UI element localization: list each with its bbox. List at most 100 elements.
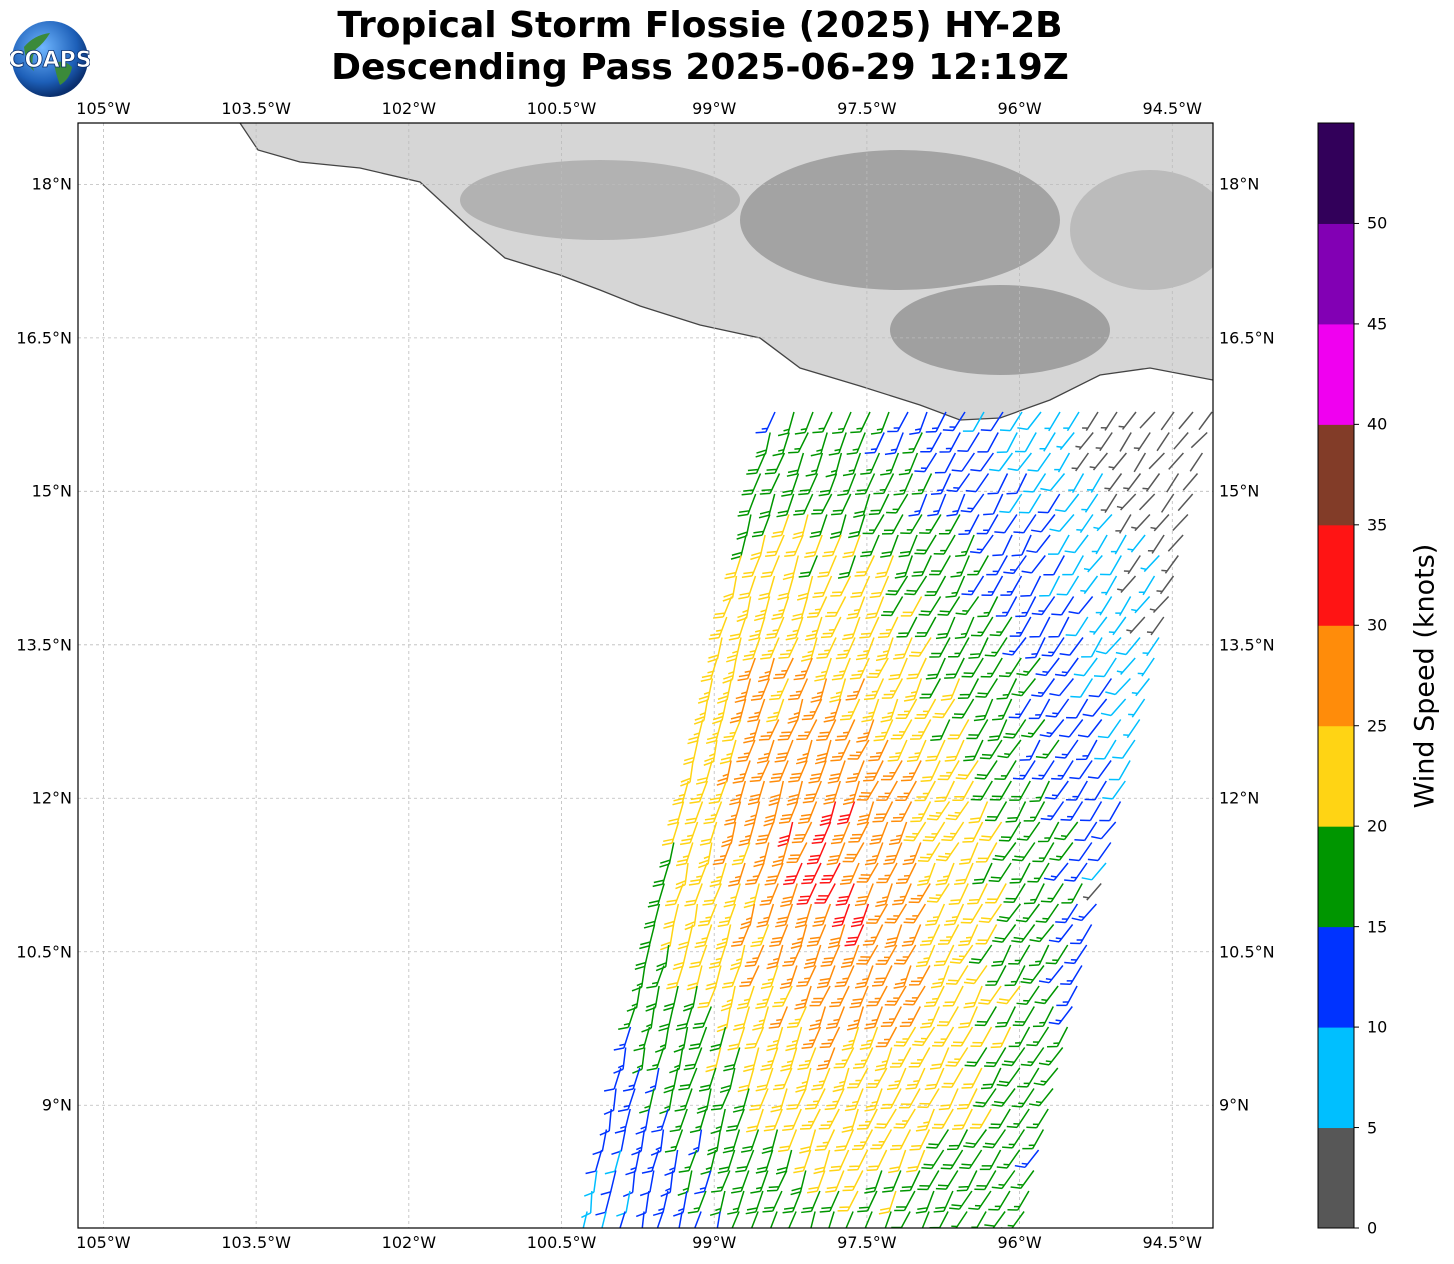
colorbar-segment (1318, 524, 1354, 626)
wind-barb (802, 780, 822, 804)
wind-barb (926, 1129, 950, 1149)
wind-barb (766, 1170, 788, 1192)
wind-barb (1028, 698, 1051, 720)
wind-barb (732, 1088, 750, 1113)
wind-barb (1156, 432, 1170, 452)
colorbar-tick-label: 50 (1367, 213, 1388, 233)
wind-barb (1031, 514, 1056, 533)
wind-barb (882, 514, 904, 535)
wind-barb (1068, 596, 1094, 615)
wind-barb (697, 678, 714, 704)
wind-barb (905, 1067, 926, 1090)
wind-barb (739, 1211, 759, 1228)
wind-barb (948, 637, 970, 658)
lon-tick-top: 99°W (692, 99, 737, 118)
wind-barb (795, 739, 813, 765)
wind-barb (746, 1108, 764, 1133)
wind-barb (672, 780, 690, 806)
wind-barb (832, 1067, 850, 1093)
wind-barb (726, 637, 742, 663)
wind-barb (949, 944, 974, 964)
wind-barb (1076, 514, 1094, 534)
wind-barb (688, 1026, 708, 1051)
wind-barb (996, 678, 1018, 700)
lon-tick-bottom: 96°W (997, 1233, 1042, 1252)
wind-barb (651, 1108, 669, 1133)
wind-barb (667, 801, 685, 826)
lat-tick-left: 10.5°N (16, 942, 72, 962)
wind-barb (1133, 452, 1147, 473)
wind-barb (752, 1006, 770, 1031)
wind-barb (1003, 555, 1027, 575)
wind-barb (903, 903, 927, 924)
wind-barb (908, 883, 931, 904)
wind-barb (1117, 575, 1137, 593)
wind-barb (940, 1149, 964, 1170)
wind-barb (1026, 1108, 1049, 1129)
wind-barb (846, 432, 866, 455)
wind-barb (963, 965, 988, 985)
wind-barb (655, 944, 670, 972)
wind-barb (778, 637, 799, 659)
wind-barb (613, 1026, 632, 1051)
wind-barb (970, 452, 995, 472)
wind-barb (1126, 616, 1146, 634)
wind-barb (1095, 636, 1122, 655)
wind-barb (918, 596, 942, 616)
wind-barb (785, 616, 804, 641)
wind-barb (779, 965, 798, 990)
wind-barb (758, 493, 776, 519)
wind-barb (964, 1047, 988, 1067)
wind-barb (942, 411, 966, 432)
wind-barb (1022, 1129, 1045, 1150)
wind-barb (1100, 411, 1118, 431)
wind-barb (968, 637, 989, 659)
wind-barb (996, 1067, 1021, 1087)
wind-barb (756, 739, 775, 764)
wind-barb (925, 903, 946, 926)
lat-tick-left: 18°N (31, 174, 72, 194)
wind-barb (917, 862, 936, 886)
wind-barb (825, 1006, 845, 1030)
wind-barb (835, 883, 855, 906)
wind-barb (970, 780, 993, 801)
wind-barb (572, 1211, 588, 1228)
wind-barb (841, 1108, 859, 1133)
wind-barb (906, 739, 927, 762)
wind-barb (876, 780, 898, 801)
wind-barb (915, 1190, 935, 1214)
wind-barb (742, 637, 761, 661)
colorbar-segment (1318, 826, 1354, 928)
wind-barb (1146, 616, 1165, 636)
wind-barb (1055, 903, 1079, 924)
wind-barb (798, 801, 818, 825)
wind-barb (873, 473, 895, 495)
wind-barb (1080, 575, 1099, 595)
wind-barb (1071, 452, 1090, 472)
wind-barb (729, 944, 746, 971)
wind-barb (1087, 473, 1104, 493)
wind-barb (845, 678, 866, 701)
wind-barb (658, 1006, 675, 1032)
wind-barb (687, 719, 704, 745)
wind-barb (1128, 698, 1146, 718)
wind-barb (1142, 637, 1160, 657)
wind-barb (987, 719, 1008, 742)
wind-barb (938, 1088, 959, 1111)
wind-barb (846, 1006, 865, 1031)
wind-barb (1040, 473, 1066, 492)
wind-barb (1167, 534, 1184, 552)
wind-barb (1148, 452, 1165, 470)
wind-barb (968, 944, 993, 964)
wind-barb (729, 780, 747, 806)
wind-barb (1182, 473, 1199, 491)
wind-barb (813, 1149, 831, 1175)
wind-barb (933, 944, 955, 967)
wind-barb (996, 985, 1021, 1005)
wind-barb (999, 493, 1023, 514)
wind-barb (914, 698, 937, 719)
wind-barb (755, 1149, 774, 1174)
wind-barb (1160, 411, 1175, 431)
wind-barb (823, 780, 842, 805)
wind-barb (997, 739, 1022, 759)
